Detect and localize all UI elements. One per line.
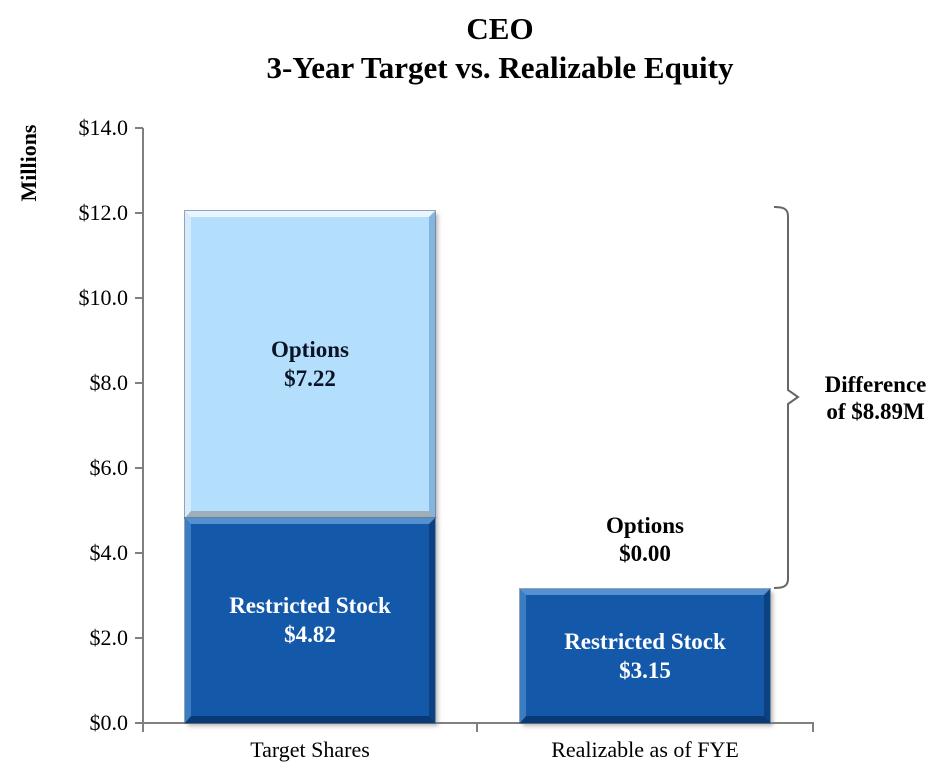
y-tick-label: $0.0	[89, 710, 129, 735]
chart-subtitle: 3-Year Target vs. Realizable Equity	[266, 50, 734, 85]
y-tick-label: $12.0	[78, 200, 129, 225]
segment-name-label: Options	[271, 337, 349, 362]
bar-realizable-fye: Restricted Stock $3.15	[520, 589, 770, 723]
difference-bracket	[773, 206, 800, 589]
segment-value-label: $0.00	[619, 541, 671, 566]
options-zero-label: Options $0.00	[520, 512, 770, 568]
y-tick-label: $6.0	[89, 455, 129, 480]
y-tick-mark	[135, 127, 143, 129]
y-tick-label: $8.0	[89, 370, 129, 395]
y-tick-label: $10.0	[78, 285, 129, 310]
x-axis-line	[142, 722, 814, 724]
bar-segment-restricted-stock: Restricted Stock $4.82	[185, 518, 435, 723]
y-tick-mark	[135, 722, 143, 724]
y-tick-mark	[135, 212, 143, 214]
x-tick-mark	[142, 722, 144, 732]
x-category-label-realizable-fye: Realizable as of FYE	[551, 737, 739, 762]
y-axis-line	[142, 128, 144, 724]
bar-segment-options: Options $7.22	[185, 211, 435, 518]
bar-segment-restricted-stock: Restricted Stock $3.15	[520, 589, 770, 723]
y-tick-label: $4.0	[89, 540, 129, 565]
y-tick-label: $2.0	[89, 625, 129, 650]
segment-value-label: $3.15	[619, 657, 671, 683]
segment-name-label: Options	[606, 513, 684, 538]
segment-value-label: $4.82	[284, 622, 336, 647]
y-tick-mark	[135, 552, 143, 554]
y-tick-mark	[135, 637, 143, 639]
x-tick-mark	[476, 722, 478, 732]
x-category-label-target-shares: Target Shares	[250, 737, 370, 762]
y-tick-mark	[135, 382, 143, 384]
difference-annotation-line1: Difference	[824, 372, 927, 397]
y-tick-mark	[135, 467, 143, 469]
chart-title-block: CEO 3-Year Target vs. Realizable Equity	[63, 10, 937, 88]
x-tick-mark	[812, 722, 814, 732]
segment-value-label: $7.22	[284, 366, 336, 391]
segment-name-label: Restricted Stock	[564, 628, 726, 654]
bar-target-shares: Options $7.22 Restricted Stock $4.82	[185, 211, 435, 723]
difference-annotation-line2: of $8.89M	[826, 399, 925, 424]
y-tick-mark	[135, 297, 143, 299]
segment-name-label: Restricted Stock	[229, 593, 391, 618]
chart-title: CEO	[466, 11, 534, 46]
difference-annotation: Difference of $8.89M	[814, 371, 937, 425]
y-tick-label: $14.0	[78, 115, 129, 140]
